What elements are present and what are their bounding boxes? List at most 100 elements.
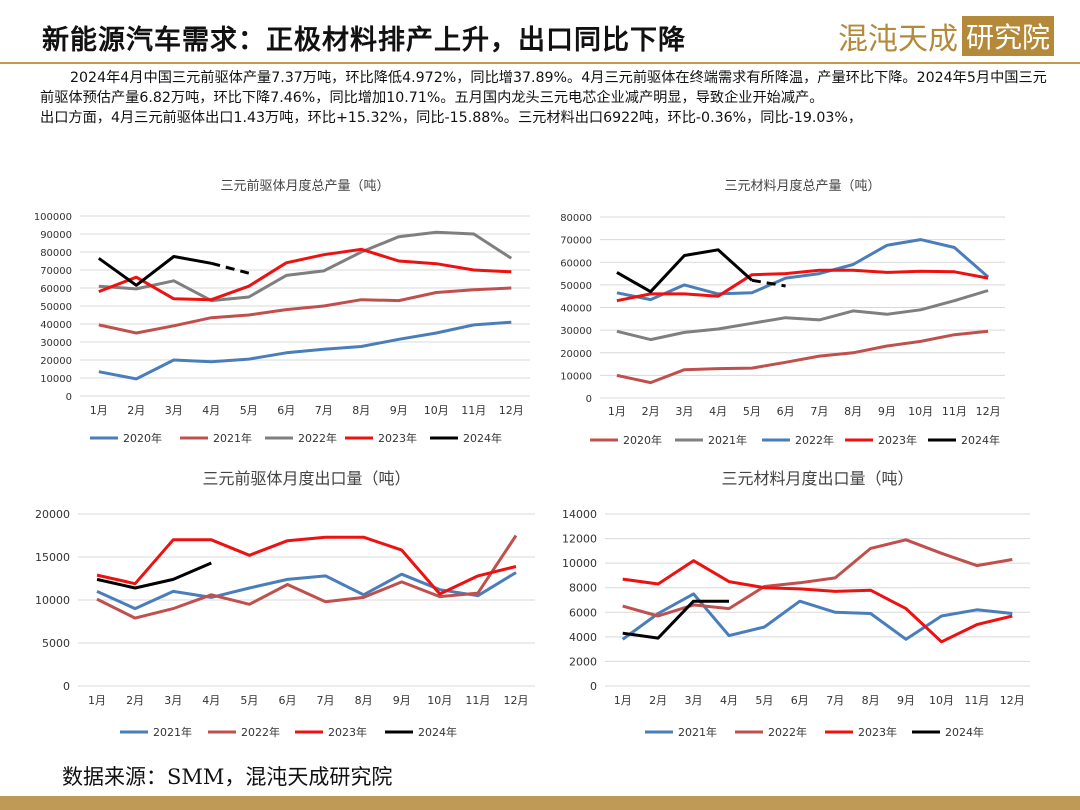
series-line-2022年 bbox=[622, 538, 1013, 618]
x-tick-label: 4月 bbox=[202, 404, 220, 417]
x-tick-label: 3月 bbox=[164, 694, 182, 707]
y-tick-label: 0 bbox=[66, 392, 72, 403]
chart-svg: 三元前驱体月度总产量（吨） 0 10000 20000 30000 40000 50000 6… bbox=[34, 178, 530, 445]
x-tick-label: 8月 bbox=[355, 694, 373, 707]
legend-label: 2021年 bbox=[678, 725, 717, 739]
x-tick-label: 9月 bbox=[390, 404, 408, 417]
legend-label: 2021年 bbox=[153, 725, 192, 739]
x-tick-label: 12月 bbox=[503, 694, 528, 707]
series-line-2022年 bbox=[98, 230, 513, 303]
y-tick-label: 30000 bbox=[40, 338, 72, 349]
chart-title: 三元前驱体月度出口量（吨） bbox=[202, 469, 410, 488]
x-tick-label: 1月 bbox=[88, 694, 106, 707]
x-tick-label: 4月 bbox=[720, 694, 738, 707]
series-line-2021年 bbox=[616, 289, 989, 342]
y-tick-label: 80000 bbox=[560, 213, 592, 224]
series-line-forecast-2024年 bbox=[751, 278, 786, 288]
series-line-2021年 bbox=[98, 286, 512, 335]
series-line-2023年 bbox=[616, 268, 989, 303]
y-tick-label: 8000 bbox=[569, 582, 597, 595]
x-tick-label: 8月 bbox=[862, 694, 880, 707]
chart-cathode-production: 三元材料月度总产量（吨） 0 10000 20000 30000 40000 50000 60… bbox=[550, 170, 1060, 460]
legend-label: 2023年 bbox=[878, 433, 917, 447]
legend-label: 2020年 bbox=[623, 433, 662, 447]
y-tick-label: 100000 bbox=[34, 212, 72, 223]
chart-title: 三元前驱体月度总产量（吨） bbox=[220, 178, 389, 194]
y-tick-label: 60000 bbox=[40, 284, 72, 295]
y-tick-label: 10000 bbox=[40, 374, 72, 385]
y-tick-label: 10000 bbox=[562, 557, 597, 570]
x-tick-label: 10月 bbox=[424, 404, 449, 417]
y-tick-label: 50000 bbox=[40, 302, 72, 313]
x-tick-label: 11月 bbox=[964, 694, 989, 707]
series-line-forecast-2024年 bbox=[210, 261, 250, 275]
series-line-2022年 bbox=[96, 534, 518, 620]
chart-svg: 三元材料月度出口量（吨） 0 2000 4000 6000 8000 10000 12000 1… bbox=[562, 469, 1030, 739]
x-tick-label: 1月 bbox=[608, 405, 626, 418]
x-tick-label: 10月 bbox=[929, 694, 954, 707]
y-tick-label: 70000 bbox=[40, 266, 72, 277]
x-tick-label: 7月 bbox=[317, 694, 335, 707]
logo-text: 混沌天成 bbox=[837, 22, 958, 57]
x-tick-label: 10月 bbox=[908, 405, 933, 418]
legend-label: 2021年 bbox=[708, 433, 747, 447]
chart-title: 三元材料月度总产量（吨） bbox=[724, 178, 880, 194]
header-divider bbox=[0, 62, 1080, 64]
y-tick-label: 0 bbox=[63, 680, 70, 693]
legend-label: 2024年 bbox=[961, 433, 1000, 447]
x-tick-label: 6月 bbox=[277, 404, 295, 417]
series-line-2023年 bbox=[622, 559, 1013, 644]
summary-text: 2024年4月中国三元前驱体产量7.37万吨，环比降低4.972%，同比增37.… bbox=[40, 68, 1050, 128]
x-tick-label: 5月 bbox=[755, 694, 773, 707]
series-line-2024年 bbox=[616, 248, 753, 294]
y-tick-label: 0 bbox=[586, 394, 592, 405]
x-tick-label: 10月 bbox=[427, 694, 452, 707]
y-tick-label: 5000 bbox=[42, 637, 70, 650]
y-tick-label: 2000 bbox=[569, 655, 597, 668]
x-tick-label: 5月 bbox=[743, 405, 761, 418]
x-tick-label: 1月 bbox=[614, 694, 632, 707]
x-tick-label: 11月 bbox=[465, 694, 490, 707]
legend-label: 2020年 bbox=[123, 431, 162, 445]
legend-label: 2024年 bbox=[945, 725, 984, 739]
x-tick-label: 6月 bbox=[278, 694, 296, 707]
y-tick-label: 12000 bbox=[562, 533, 597, 546]
x-tick-label: 12月 bbox=[499, 404, 524, 417]
x-tick-label: 2月 bbox=[127, 404, 145, 417]
y-tick-label: 6000 bbox=[569, 606, 597, 619]
y-tick-label: 20000 bbox=[560, 349, 592, 360]
x-tick-label: 9月 bbox=[878, 405, 896, 418]
legend-label: 2022年 bbox=[241, 725, 280, 739]
summary-paragraph-export: 出口方面，4月三元前驱体出口1.43万吨，环比+15.32%，同比-15.88%… bbox=[40, 110, 863, 126]
logo-boxed-text: 研究院 bbox=[961, 16, 1054, 56]
x-tick-label: 5月 bbox=[240, 404, 258, 417]
y-tick-label: 50000 bbox=[560, 281, 592, 292]
legend-label: 2022年 bbox=[298, 431, 337, 445]
x-tick-label: 2月 bbox=[642, 405, 660, 418]
summary-paragraph-production: 2024年4月中国三元前驱体产量7.37万吨，环比降低4.972%，同比增37.… bbox=[40, 70, 1047, 106]
legend-label: 2023年 bbox=[858, 725, 897, 739]
series-line-2020年 bbox=[616, 329, 989, 385]
series-line-2024年 bbox=[97, 255, 212, 287]
x-tick-label: 2月 bbox=[126, 694, 144, 707]
x-tick-label: 4月 bbox=[709, 405, 727, 418]
x-tick-label: 11月 bbox=[461, 404, 486, 417]
legend-label: 2021年 bbox=[213, 431, 252, 445]
x-tick-label: 11月 bbox=[942, 405, 967, 418]
x-tick-label: 8月 bbox=[352, 404, 370, 417]
x-tick-label: 7月 bbox=[810, 405, 828, 418]
x-tick-label: 9月 bbox=[393, 694, 411, 707]
x-tick-label: 3月 bbox=[685, 694, 703, 707]
chart-title: 三元材料月度出口量（吨） bbox=[721, 469, 913, 488]
series-line-2023年 bbox=[98, 247, 512, 302]
series-line-2020年 bbox=[98, 320, 512, 381]
bottom-bar bbox=[0, 796, 1080, 810]
y-tick-label: 30000 bbox=[560, 326, 592, 337]
x-tick-label: 12月 bbox=[976, 405, 1001, 418]
legend-label: 2023年 bbox=[328, 725, 367, 739]
y-tick-label: 60000 bbox=[560, 258, 592, 269]
x-tick-label: 4月 bbox=[202, 694, 220, 707]
series-line-2024年 bbox=[622, 599, 729, 640]
y-tick-label: 90000 bbox=[40, 230, 72, 241]
series-line-2021年 bbox=[96, 571, 517, 611]
